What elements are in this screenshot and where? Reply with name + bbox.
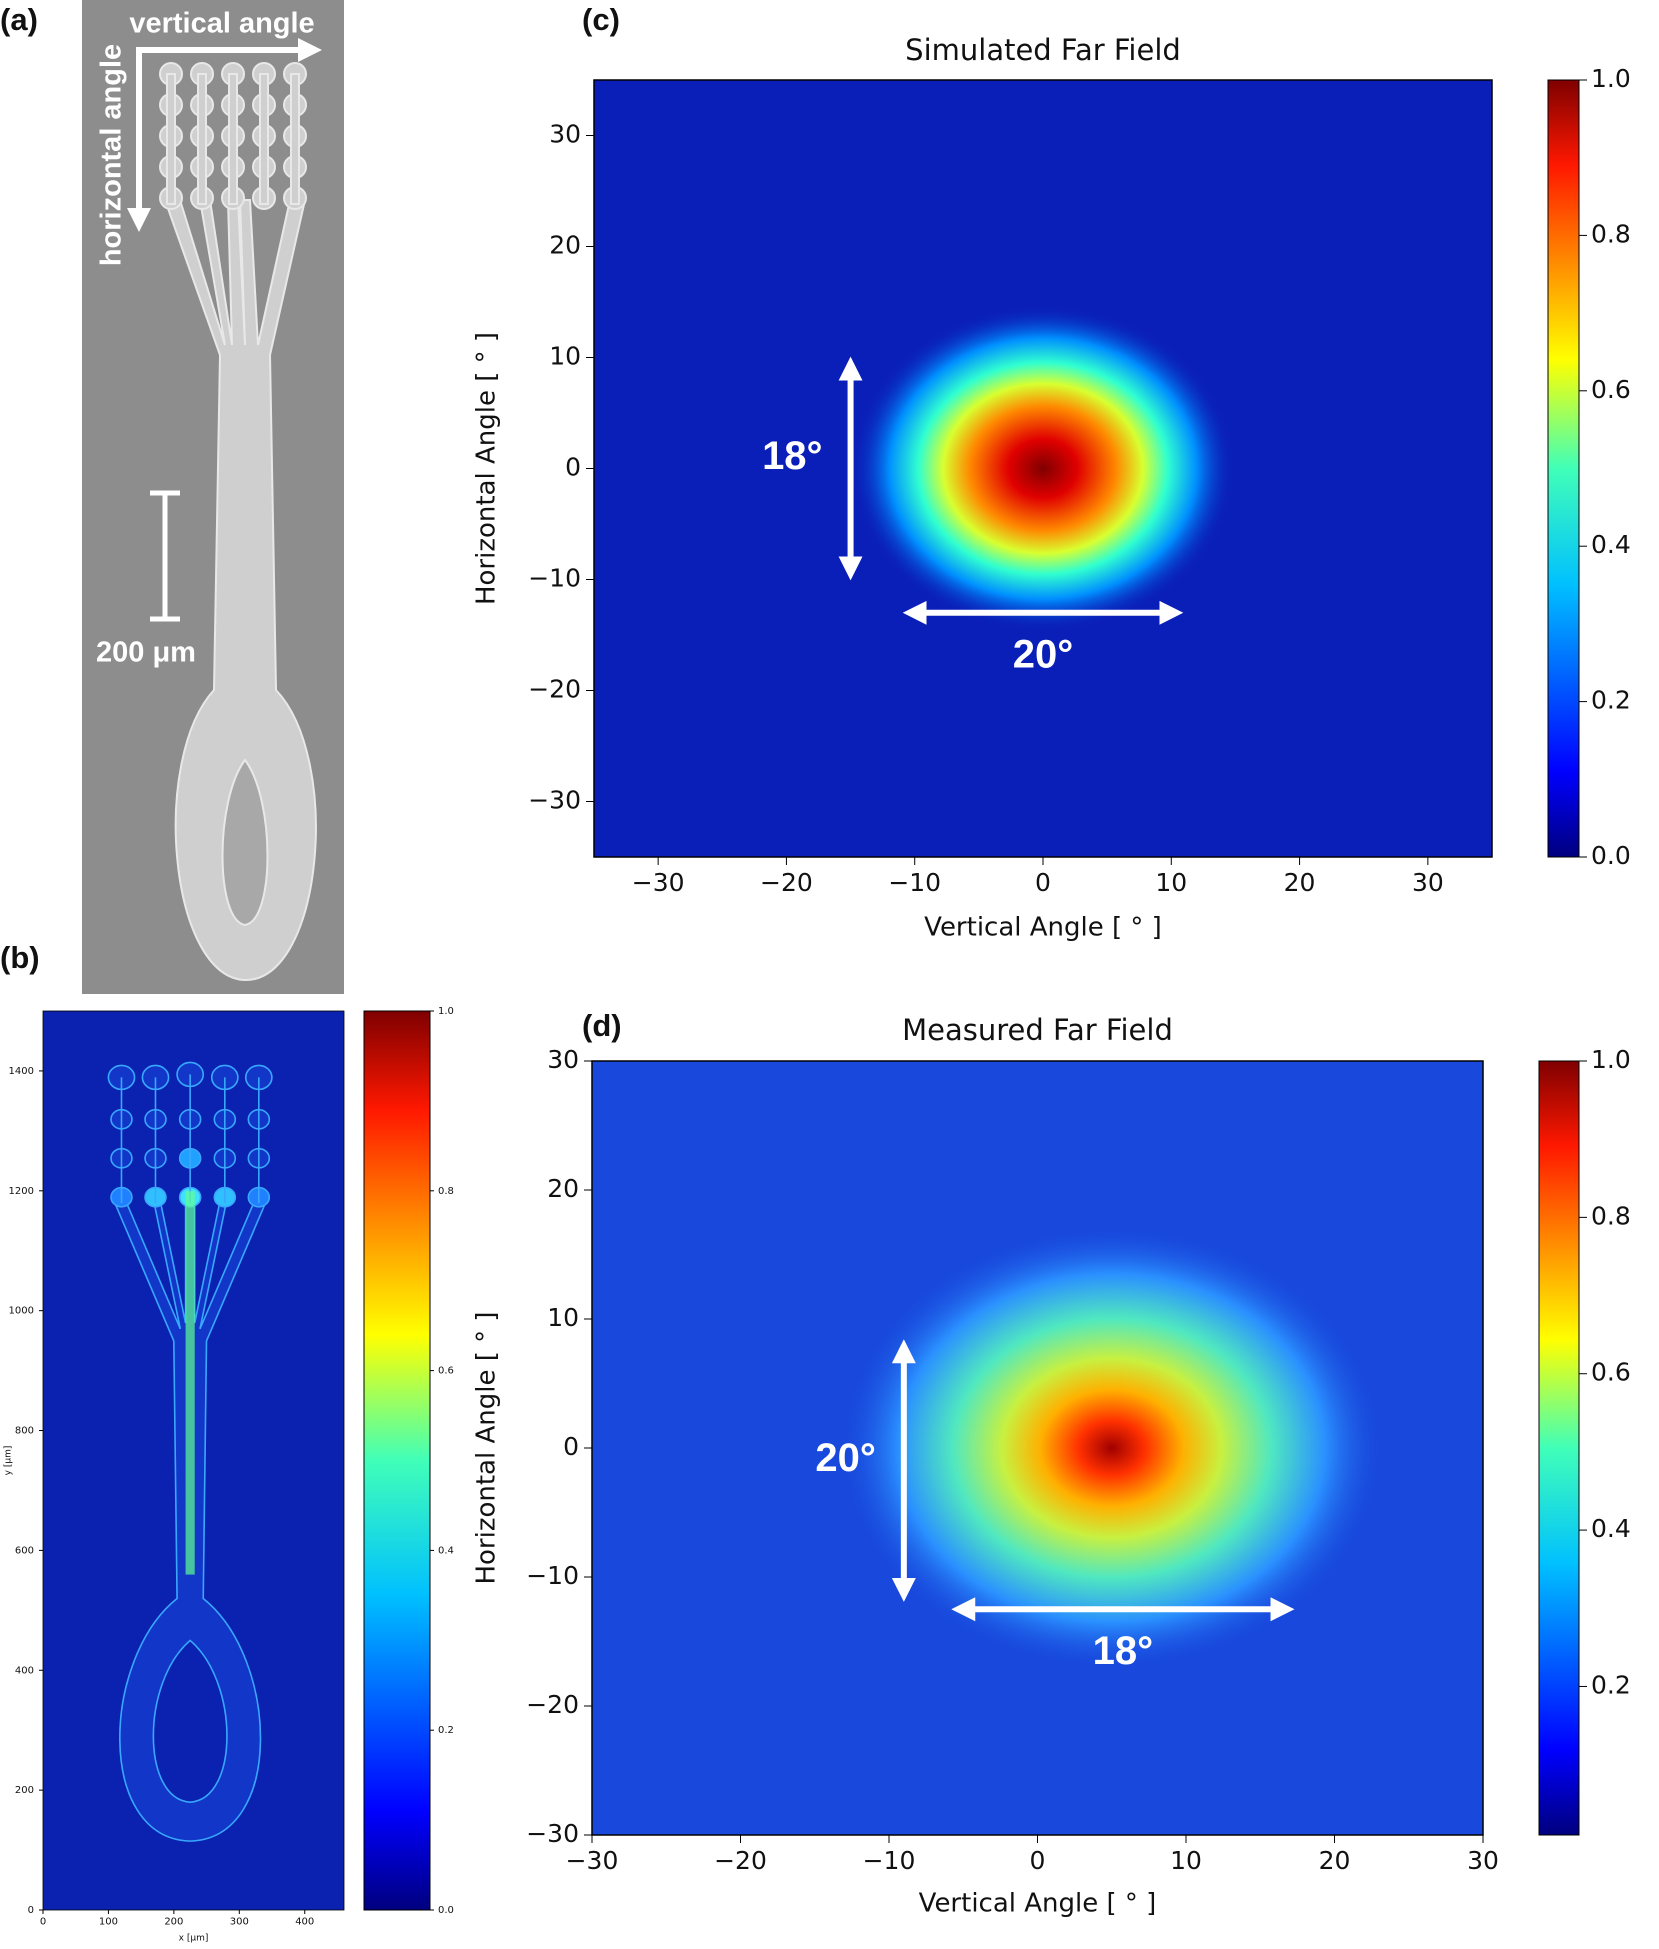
- y-tick-label: −30: [526, 1819, 579, 1848]
- y-tick-label: 800: [15, 1426, 34, 1437]
- annotation-label: 18°: [1093, 1629, 1154, 1673]
- y-tick-label: 0: [563, 1432, 579, 1461]
- x-tick-label: −20: [714, 1846, 767, 1875]
- y-tick-label: 1200: [9, 1186, 34, 1197]
- colorbar-tick-label: 0.2: [438, 1725, 454, 1736]
- sem-label: vertical angle: [129, 8, 314, 40]
- colorbar-tick-label: 0.6: [1591, 1358, 1631, 1387]
- y-tick-label: 20: [547, 1174, 579, 1203]
- x-tick-label: 200: [164, 1917, 183, 1928]
- y-tick-label: 0: [28, 1905, 34, 1916]
- intensity-spot: [851, 305, 1235, 632]
- y-tick-label: 400: [15, 1665, 34, 1676]
- x-tick-label: −30: [566, 1846, 619, 1875]
- colorbar-tick-label: 0.6: [438, 1366, 454, 1377]
- chart-title: Measured Far Field: [902, 1013, 1173, 1047]
- y-tick-label: −20: [526, 1690, 579, 1719]
- colorbar-tick-label: 0.0: [438, 1905, 454, 1916]
- y-tick-label: 200: [15, 1785, 34, 1796]
- colorbar-tick-label: 0.8: [438, 1186, 454, 1197]
- colorbar-tick-label: 0.2: [1591, 1670, 1631, 1699]
- plot-frame: [42, 1010, 345, 1911]
- y-tick-label: −10: [528, 564, 581, 593]
- colorbar-tick-label: 0.0: [1591, 841, 1631, 870]
- sem-label: 200 μm: [96, 637, 196, 669]
- colorbar-tick-label: 0.8: [1591, 1201, 1631, 1230]
- panel-label: (a): [0, 2, 38, 37]
- y-tick-label: 10: [547, 1303, 579, 1332]
- y-axis-label: Horizontal Angle [ ° ]: [472, 332, 502, 605]
- x-tick-label: −10: [888, 868, 941, 897]
- colorbar-tick-label: 0.4: [438, 1545, 454, 1556]
- panel-label: (b): [0, 940, 40, 975]
- x-tick-label: 0: [40, 1917, 46, 1928]
- intensity-spot: [837, 1224, 1386, 1672]
- annotation-label: 20°: [1013, 632, 1074, 676]
- x-tick-label: 10: [1155, 868, 1187, 897]
- x-tick-label: 20: [1319, 1846, 1351, 1875]
- simulated-device: [108, 1062, 272, 1841]
- panel-label: (c): [582, 2, 620, 37]
- y-axis-label: y [μm]: [4, 1446, 14, 1476]
- y-tick-label: −20: [528, 675, 581, 704]
- axes: (a)(b)(c)(d)0 100 200 300 400020040060080010…: [0, 2, 1631, 1943]
- x-tick-label: 30: [1467, 1846, 1499, 1875]
- colorbar-tick-label: 1.0: [438, 1006, 454, 1017]
- colorbar: [1538, 1060, 1580, 1836]
- x-tick-label: 0: [1030, 1846, 1046, 1875]
- x-tick-label: 0: [1035, 868, 1051, 897]
- y-tick-label: 10: [549, 342, 581, 371]
- x-tick-label: 300: [230, 1917, 249, 1928]
- sem-label: horizontal angle: [96, 44, 128, 266]
- colorbar-tick-label: 0.4: [1591, 1514, 1631, 1543]
- colorbar-tick-label: 0.2: [1591, 686, 1631, 715]
- x-tick-label: −10: [863, 1846, 916, 1875]
- y-tick-label: 30: [547, 1045, 579, 1074]
- x-tick-label: 400: [295, 1917, 314, 1928]
- y-tick-label: 600: [15, 1545, 34, 1556]
- y-tick-label: 1400: [9, 1066, 34, 1077]
- x-tick-label: −30: [632, 868, 685, 897]
- colorbar-tick-label: 0.6: [1591, 375, 1631, 404]
- y-tick-label: −10: [526, 1561, 579, 1590]
- x-tick-label: 10: [1170, 1846, 1202, 1875]
- y-tick-label: 30: [549, 120, 581, 149]
- chart-title: Simulated Far Field: [905, 33, 1181, 67]
- colorbar-tick-label: 0.4: [1591, 530, 1631, 559]
- y-axis-label: Horizontal Angle [ ° ]: [472, 1311, 502, 1584]
- x-tick-label: 30: [1412, 868, 1444, 897]
- annotation-label: 20°: [815, 1436, 876, 1480]
- colorbar-tick-label: 1.0: [1591, 1045, 1631, 1074]
- y-tick-label: 20: [549, 231, 581, 260]
- panel-label: (d): [582, 1008, 622, 1043]
- colorbar-tick-label: 0.8: [1591, 219, 1631, 248]
- x-axis-label: Vertical Angle [ ° ]: [919, 1889, 1157, 1919]
- x-tick-label: −20: [760, 868, 813, 897]
- x-axis-label: x [μm]: [179, 1934, 209, 1944]
- x-tick-label: 20: [1284, 868, 1316, 897]
- colorbar-tick-label: 1.0: [1591, 64, 1631, 93]
- x-tick-label: 100: [99, 1917, 118, 1928]
- colorbar: [363, 1010, 431, 1911]
- sem-image: vertical angle horizontal angle 200 μm: [82, 0, 344, 994]
- y-tick-label: 1000: [9, 1306, 34, 1317]
- colorbar: [1547, 79, 1580, 858]
- annotation-label: 18°: [762, 434, 823, 478]
- y-tick-label: 0: [565, 453, 581, 482]
- angle-arrows: [127, 38, 322, 232]
- y-tick-label: −30: [528, 786, 581, 815]
- scale-bar: [150, 490, 180, 622]
- x-axis-label: Vertical Angle [ ° ]: [924, 913, 1162, 943]
- backgrounds: [43, 80, 1492, 1910]
